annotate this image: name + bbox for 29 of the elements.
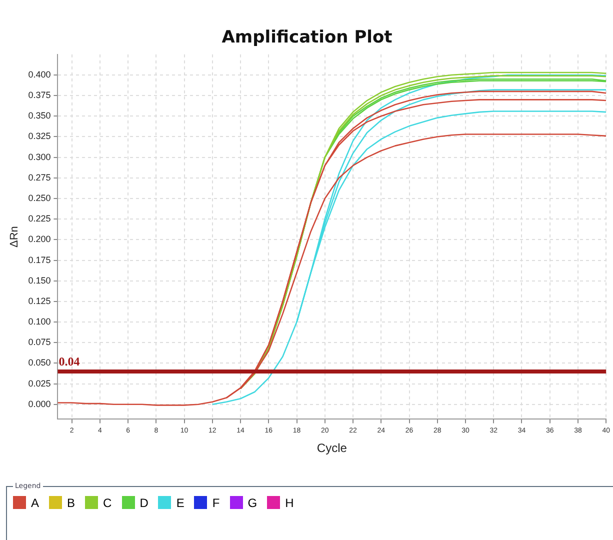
- legend-label: C: [103, 496, 112, 510]
- legend-label: D: [140, 496, 148, 510]
- y-tick-label: 0.050: [28, 358, 51, 368]
- y-tick-label: 0.075: [28, 337, 51, 348]
- y-tick-label: 0.225: [28, 214, 51, 224]
- y-tick-label: 0.200: [28, 234, 51, 244]
- ref-line-label: 0.04: [58, 354, 80, 369]
- chart-title: Amplification Plot: [222, 28, 392, 48]
- y-tick-label: 0.275: [28, 172, 51, 182]
- y-tick-label: 0.150: [28, 275, 51, 286]
- legend-label: F: [212, 496, 220, 510]
- legend-label: H: [285, 496, 294, 510]
- y-tick-label: 0.100: [28, 316, 51, 327]
- y-tick-label: 0.400: [28, 69, 51, 80]
- legend-label: E: [176, 496, 184, 510]
- x-axis-title: Cycle: [316, 441, 348, 456]
- legend-label: G: [248, 496, 258, 510]
- y-tick-label: 0.300: [28, 152, 51, 162]
- y-axis-title: ΔRn: [8, 226, 21, 248]
- y-tick-label: 0.325: [28, 131, 51, 142]
- legend-label: B: [67, 496, 76, 510]
- y-tick-label: 0.000: [28, 398, 51, 409]
- y-tick-label: 0.375: [28, 90, 51, 100]
- y-tick-label: 0.175: [28, 254, 51, 265]
- y-tick-label: 0.025: [28, 378, 51, 388]
- y-tick-label: 0.350: [28, 110, 51, 121]
- legend-label: A: [31, 496, 40, 510]
- y-tick-label: 0.250: [28, 192, 51, 203]
- y-tick-label: 0.125: [28, 296, 51, 306]
